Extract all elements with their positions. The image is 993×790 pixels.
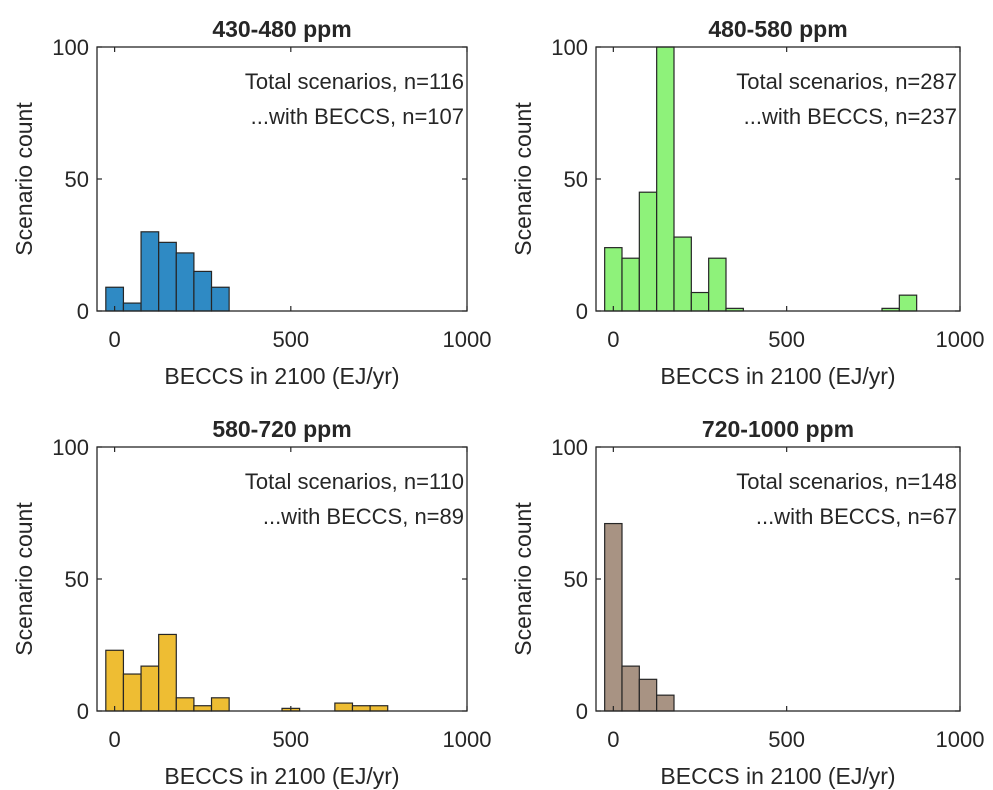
scenario-count-annotation: ...with BECCS, n=237 (744, 104, 957, 129)
histogram-bar (351, 705, 371, 712)
scenario-count-annotation: ...with BECCS, n=89 (263, 504, 464, 529)
histogram-bar (210, 286, 230, 312)
histogram-bar (140, 665, 160, 712)
y-tick-label: 0 (576, 699, 588, 724)
histogram-bar (175, 252, 195, 312)
scenario-count-annotation: Total scenarios, n=287 (736, 69, 957, 94)
y-tick-label: 100 (551, 35, 588, 60)
histogram-bar (193, 270, 213, 312)
x-tick-label: 1000 (443, 327, 492, 352)
x-tick-label: 500 (272, 727, 309, 752)
histogram-bar (193, 705, 213, 712)
histogram-bar (656, 694, 675, 712)
histogram-bar (621, 665, 640, 712)
x-tick-label: 1000 (936, 727, 985, 752)
y-tick-label: 0 (576, 299, 588, 324)
y-tick-label: 50 (564, 567, 588, 592)
histogram-bar (175, 697, 195, 712)
x-axis-label: BECCS in 2100 (EJ/yr) (164, 763, 399, 789)
histogram-bar (673, 236, 692, 312)
histogram-bar (334, 702, 354, 712)
histogram-bar (638, 191, 658, 312)
histogram-bar (105, 649, 125, 712)
histogram-bar (210, 697, 230, 712)
histogram-bar (656, 46, 675, 312)
histogram-bar (708, 257, 727, 312)
x-tick-label: 500 (768, 327, 805, 352)
histogram-bar (158, 241, 177, 312)
histogram-bar (604, 247, 623, 312)
histogram-bar (621, 257, 640, 312)
scenario-count-annotation: Total scenarios, n=110 (245, 469, 464, 494)
x-axis-label: BECCS in 2100 (EJ/yr) (660, 363, 895, 389)
panel-title: 480-580 ppm (708, 16, 847, 42)
y-tick-label: 50 (65, 167, 89, 192)
y-axis-label: Scenario count (510, 502, 536, 656)
x-tick-label: 1000 (443, 727, 492, 752)
y-axis-label: Scenario count (11, 102, 37, 256)
histogram-bar (140, 231, 160, 312)
scenario-count-annotation: ...with BECCS, n=107 (251, 104, 464, 129)
y-tick-label: 100 (52, 35, 89, 60)
scenario-count-annotation: Total scenarios, n=116 (245, 69, 464, 94)
x-tick-label: 0 (108, 327, 120, 352)
histogram-bar (638, 678, 658, 712)
y-tick-label: 50 (564, 167, 588, 192)
x-tick-label: 0 (108, 727, 120, 752)
y-tick-label: 100 (52, 435, 89, 460)
y-tick-label: 100 (551, 435, 588, 460)
x-tick-label: 500 (272, 327, 309, 352)
x-tick-label: 1000 (936, 327, 985, 352)
histogram-bar (604, 522, 623, 712)
scenario-count-annotation: ...with BECCS, n=67 (756, 504, 957, 529)
y-tick-label: 0 (77, 299, 89, 324)
histogram-bar (690, 291, 710, 312)
histogram-bar (158, 633, 177, 712)
x-tick-label: 0 (607, 327, 619, 352)
x-tick-label: 500 (768, 727, 805, 752)
histogram-bar (898, 294, 918, 312)
x-tick-label: 0 (607, 727, 619, 752)
histogram-bar (369, 705, 389, 712)
y-tick-label: 50 (65, 567, 89, 592)
panel-title: 720-1000 ppm (702, 416, 854, 442)
histogram-bar (122, 302, 142, 312)
x-axis-label: BECCS in 2100 (EJ/yr) (660, 763, 895, 789)
y-tick-label: 0 (77, 699, 89, 724)
x-axis-label: BECCS in 2100 (EJ/yr) (164, 363, 399, 389)
scenario-count-annotation: Total scenarios, n=148 (736, 469, 957, 494)
panel-title: 430-480 ppm (212, 16, 351, 42)
y-axis-label: Scenario count (11, 502, 37, 656)
panel-title: 580-720 ppm (212, 416, 351, 442)
y-axis-label: Scenario count (510, 102, 536, 256)
histogram-bar (122, 673, 142, 712)
